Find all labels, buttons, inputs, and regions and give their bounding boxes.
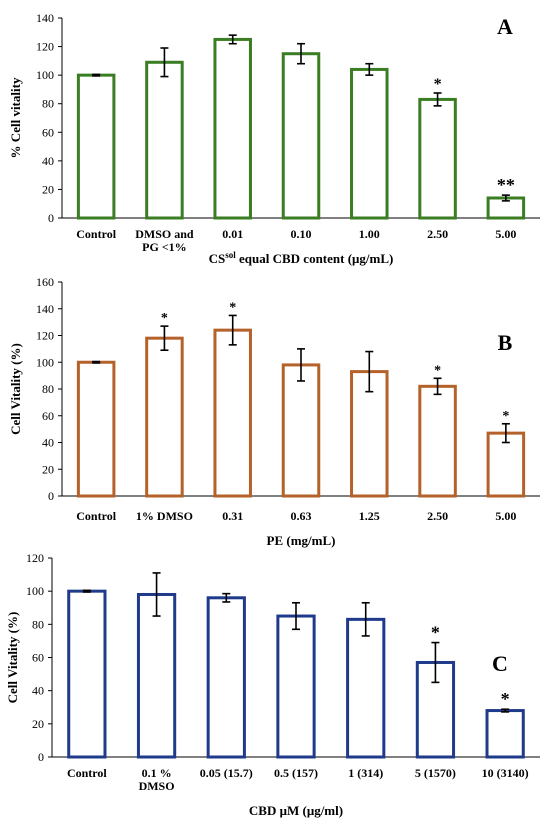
x-tick-label: 0.10: [291, 227, 312, 241]
x-tick-label: 10 (3140): [482, 766, 529, 780]
panel-letter: A: [497, 14, 513, 39]
x-tick-label: 0.31: [222, 509, 243, 523]
x-axis-title: CSsol equal CBD content (μg/mL): [209, 250, 394, 266]
x-tick-label: 2.50: [427, 227, 448, 241]
bar: [213, 328, 252, 498]
x-tick-label: DMSO and PG <1%: [135, 227, 194, 254]
bar: [145, 336, 184, 498]
y-tick-label: 60: [32, 651, 44, 665]
x-tick-label: 5.00: [495, 509, 516, 523]
y-tick-label: 0: [38, 750, 44, 764]
y-tick-label: 40: [42, 154, 54, 168]
bar: [206, 596, 246, 759]
significance-marker: **: [497, 175, 515, 195]
y-tick-label: 100: [36, 68, 54, 82]
y-tick-label: 40: [32, 684, 44, 698]
significance-marker: *: [434, 76, 442, 93]
bar: [281, 363, 321, 498]
y-tick-label: 120: [26, 551, 44, 565]
panel-letter: C: [492, 651, 508, 676]
y-tick-label: 40: [42, 436, 54, 450]
significance-marker: *: [501, 689, 510, 709]
x-tick-label: Control: [76, 227, 116, 241]
x-tick-label: Control: [76, 509, 116, 523]
y-tick-label: 80: [42, 382, 54, 396]
x-tick-label: 1 (314): [348, 766, 383, 780]
y-tick-label: 120: [36, 329, 54, 343]
x-tick-label: 1.00: [359, 227, 380, 241]
significance-marker: *: [161, 311, 168, 326]
panel-letter: B: [498, 330, 513, 355]
y-tick-label: 100: [26, 584, 44, 598]
y-tick-label: 60: [42, 409, 54, 423]
significance-marker: *: [434, 363, 441, 378]
y-tick-label: 160: [36, 275, 54, 289]
x-tick-label: 2.50: [427, 509, 448, 523]
x-tick-label: Control: [67, 766, 107, 780]
chart-panel-c: 0 20 40 60 80 100 120 Control 0.1 % DMSO 0.05 (15.…: [5, 551, 540, 818]
x-tick-label: 5.00: [495, 227, 516, 241]
y-tick-label: 80: [32, 617, 44, 631]
chart-panel-b: 0 20 40 60 80 100 120 140 160 Control * 1% DMSO * 0.3…: [8, 275, 540, 548]
chart-panel-a: 0 20 40 60 80 100 120 140 Control DMSO and PG <1% 0…: [8, 11, 540, 266]
y-axis-title: Cell Vitality (%): [5, 612, 20, 704]
bar: [418, 97, 457, 220]
x-axis-title: PE (mg/mL): [267, 533, 336, 548]
x-tick-label: 0.1 % DMSO: [139, 766, 175, 793]
bar: [415, 660, 456, 759]
x-tick-label: 1% DMSO: [136, 509, 193, 523]
y-tick-label: 120: [36, 40, 54, 54]
bar: [145, 60, 184, 220]
significance-marker: *: [431, 623, 440, 643]
bar: [281, 52, 321, 220]
bar: [418, 384, 457, 498]
y-axis-title: Cell Vitality (%): [8, 343, 23, 435]
x-tick-label: 1.25: [359, 509, 380, 523]
bar: [67, 589, 107, 759]
y-tick-label: 20: [42, 462, 54, 476]
y-tick-label: 140: [36, 11, 54, 25]
bar: [76, 360, 116, 498]
y-tick-label: 20: [32, 717, 44, 731]
x-tick-label: 0.05 (15.7): [200, 766, 253, 780]
x-tick-label: 0.63: [291, 509, 312, 523]
x-tick-label: 0.01: [222, 227, 243, 241]
y-tick-label: 80: [42, 97, 54, 111]
bar: [350, 67, 389, 220]
y-tick-label: 60: [42, 125, 54, 139]
bar: [276, 614, 316, 759]
y-tick-label: 100: [36, 355, 54, 369]
bar: [346, 617, 386, 759]
y-tick-label: 20: [42, 182, 54, 196]
bar: [213, 37, 252, 220]
x-tick-label: 5 (1570): [415, 766, 456, 780]
bar: [485, 709, 525, 759]
bar: [136, 592, 177, 759]
x-tick-label: 0.5 (157): [274, 766, 318, 780]
bar: [76, 73, 116, 220]
significance-marker: *: [502, 409, 509, 424]
y-tick-label: 140: [36, 302, 54, 316]
y-axis-title: % Cell vitality: [8, 77, 23, 158]
y-tick-label: 0: [48, 489, 54, 503]
y-tick-label: 0: [48, 211, 54, 225]
x-axis-title: CBD μM (μg/ml): [249, 803, 343, 818]
significance-marker: *: [229, 300, 236, 315]
